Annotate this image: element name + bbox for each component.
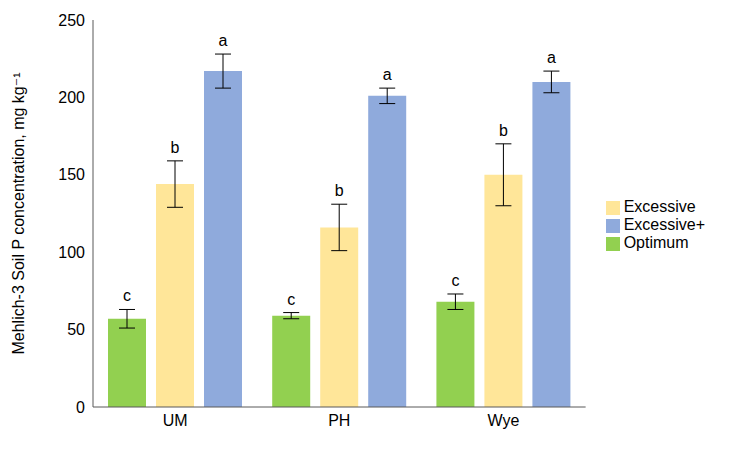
html-text:Excessive+: Excessive+ bbox=[623, 216, 705, 233]
svg-text:UM: UM bbox=[163, 412, 188, 429]
svg-text:c: c bbox=[287, 291, 295, 308]
svg-text:50: 50 bbox=[67, 321, 85, 338]
svg-text:200: 200 bbox=[58, 89, 85, 106]
svg-text:a: a bbox=[383, 66, 392, 83]
svg-text:150: 150 bbox=[58, 166, 85, 183]
svg-text:b: b bbox=[335, 182, 344, 199]
svg-text:Mehlich-3 Soil P concentration: Mehlich-3 Soil P concentration, mg kg⁻¹ bbox=[10, 72, 27, 354]
svg-text:b: b bbox=[171, 139, 180, 156]
svg-text:b: b bbox=[499, 122, 508, 139]
svg-text:250: 250 bbox=[58, 12, 85, 29]
svg-text:PH: PH bbox=[328, 412, 350, 429]
svg-text:0: 0 bbox=[76, 399, 85, 416]
svg-text:c: c bbox=[451, 272, 459, 289]
svg-text:a: a bbox=[547, 49, 556, 66]
svg-text:Wye: Wye bbox=[488, 412, 520, 429]
svg-text:100: 100 bbox=[58, 244, 85, 261]
html-text:Excessive: Excessive bbox=[623, 198, 696, 215]
svg-text:c: c bbox=[123, 287, 131, 304]
svg-text:a: a bbox=[219, 32, 228, 49]
html-text:Optimum: Optimum bbox=[623, 234, 689, 251]
